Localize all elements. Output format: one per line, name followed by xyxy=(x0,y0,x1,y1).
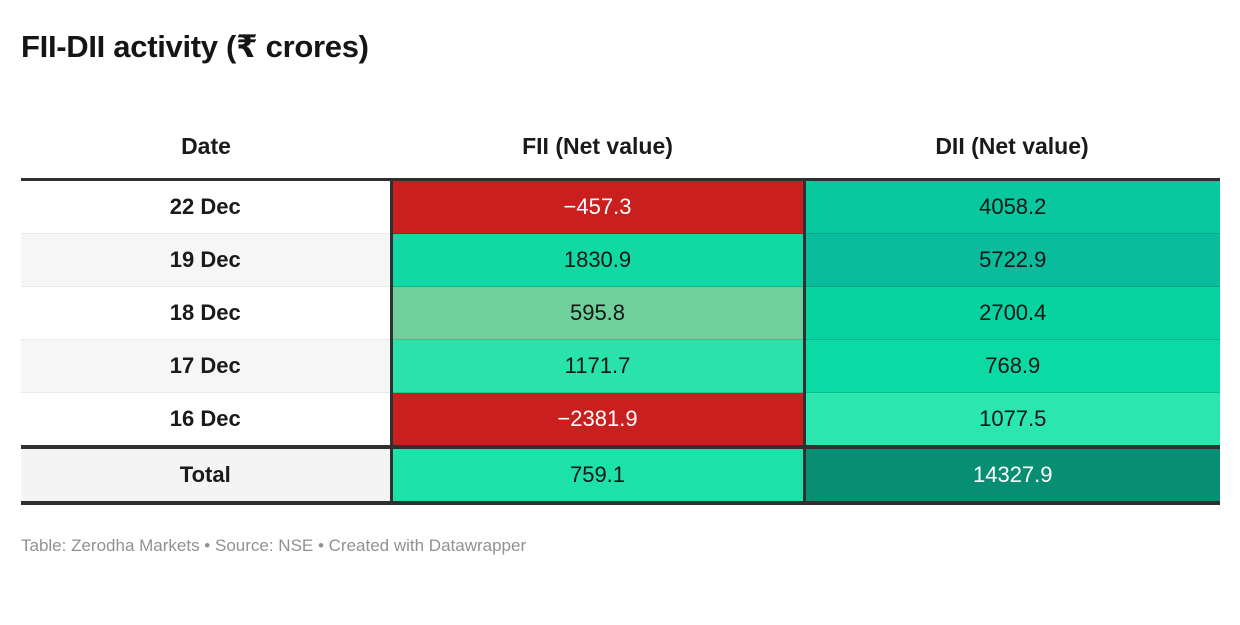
dii-value-cell: 768.9 xyxy=(804,339,1220,393)
date-cell: 17 Dec xyxy=(21,339,391,393)
dii-value-cell: 1077.5 xyxy=(804,392,1220,447)
fii-dii-table: Date FII (Net value) DII (Net value) 22 … xyxy=(21,115,1220,505)
total-dii-cell: 14327.9 xyxy=(804,445,1220,505)
table-row: 19 Dec 1830.9 5722.9 xyxy=(21,233,1220,287)
total-row: Total 759.1 14327.9 xyxy=(21,445,1220,505)
fii-value-cell: 1830.9 xyxy=(389,233,806,287)
column-header-date: Date xyxy=(21,115,391,181)
fii-value-cell: −457.3 xyxy=(389,179,806,234)
table-row: 16 Dec −2381.9 1077.5 xyxy=(21,392,1220,447)
table-row: 18 Dec 595.8 2700.4 xyxy=(21,286,1220,340)
column-header-fii: FII (Net value) xyxy=(391,115,804,181)
header-row: Date FII (Net value) DII (Net value) xyxy=(21,115,1220,181)
dii-value-cell: 5722.9 xyxy=(804,233,1220,287)
total-fii-cell: 759.1 xyxy=(389,445,806,505)
total-label-cell: Total xyxy=(21,445,391,505)
table-row: 17 Dec 1171.7 768.9 xyxy=(21,339,1220,393)
column-header-dii: DII (Net value) xyxy=(804,115,1220,181)
fii-value-cell: 595.8 xyxy=(389,286,806,340)
attribution-text: Table: Zerodha Markets • Source: NSE • C… xyxy=(21,536,527,555)
table-body: 22 Dec −457.3 4058.2 19 Dec 1830.9 5722.9 18 D… xyxy=(21,179,1220,447)
page-title: FII-DII activity (₹ crores) xyxy=(21,29,369,64)
date-cell: 22 Dec xyxy=(21,179,391,234)
table-row: 22 Dec −457.3 4058.2 xyxy=(21,179,1220,234)
dii-value-cell: 4058.2 xyxy=(804,179,1220,234)
attribution-footer: Table: Zerodha Markets • Source: NSE • C… xyxy=(21,535,1219,557)
dii-value-cell: 2700.4 xyxy=(804,286,1220,340)
date-cell: 16 Dec xyxy=(21,392,391,447)
date-cell: 19 Dec xyxy=(21,233,391,287)
datawrapper-table-chart: FII-DII activity (₹ crores) Date FII (Ne… xyxy=(0,27,1240,557)
date-cell: 18 Dec xyxy=(21,286,391,340)
fii-value-cell: −2381.9 xyxy=(389,392,806,447)
fii-value-cell: 1171.7 xyxy=(389,339,806,393)
